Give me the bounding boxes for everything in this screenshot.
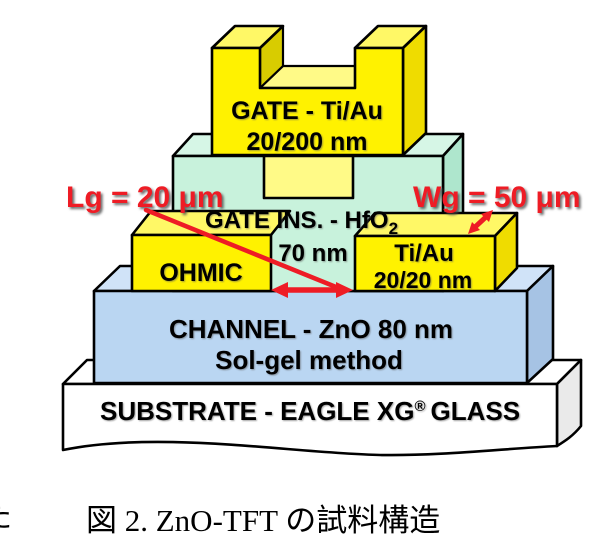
gate-length-leader-line [143, 207, 339, 290]
contact-label-line2: 20/20 nm [374, 267, 472, 293]
channel-label-line2: Sol-gel method [215, 345, 403, 375]
contact-label-line1: Ti/Au [394, 240, 454, 267]
gate-width-arrowhead-lower [468, 222, 480, 234]
gate-label-line1: GATE - Ti/Au [231, 97, 383, 125]
gate-label-line2: 20/200 nm [247, 128, 368, 156]
gate-electrode-block [210, 24, 428, 200]
clipped-text-fragment: た [0, 501, 12, 534]
channel-label-line1: CHANNEL - ZnO 80 nm [169, 314, 453, 344]
gate-insulator-label: GATE INS. - HfO2 [205, 207, 398, 238]
figure-caption: 図 2. ZnO-TFT の試料構造 [86, 503, 440, 538]
ohmic-label: OHMIC [159, 259, 242, 287]
source-drain-contact-block [353, 211, 519, 293]
gate-width-label: Wg = 50 μm [413, 181, 581, 214]
registered-trademark-symbol: ® [414, 398, 425, 415]
substrate-label: SUBSTRATE - EAGLE XG® GLASS [100, 396, 520, 426]
gate-width-arrow-shaft [471, 213, 490, 231]
gate-length-arrowhead-left [271, 282, 288, 298]
gate-width-arrowhead-upper [481, 210, 493, 222]
gate-insulator-thickness: 70 nm [278, 240, 347, 267]
gate-front-face [210, 46, 405, 157]
gate-width-annotation [471, 213, 490, 231]
gate-right-face [401, 24, 428, 157]
gate-length-annotation [143, 207, 344, 293]
contact-front-face [353, 234, 497, 293]
hfo2-subscript: 2 [389, 219, 398, 238]
gate-foot-face [262, 154, 355, 200]
substrate-front-face [61, 382, 559, 457]
gate-length-arrowhead-right [336, 282, 353, 298]
